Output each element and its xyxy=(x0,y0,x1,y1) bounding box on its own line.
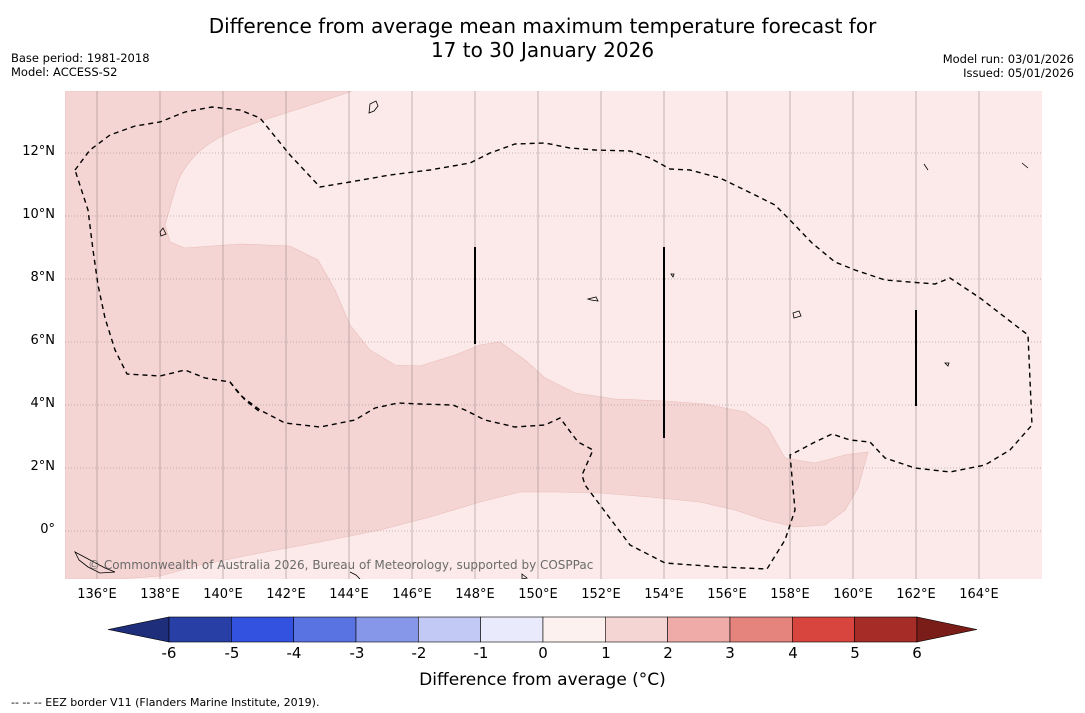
lat-label: 10°N xyxy=(22,207,55,222)
copyright-notice: © Commonwealth of Australia 2026, Bureau… xyxy=(88,558,594,572)
colorbar-tick: 1 xyxy=(601,644,611,662)
model-name: Model: ACCESS-S2 xyxy=(11,65,118,79)
colorbar-tick: -6 xyxy=(161,644,177,662)
island-outline xyxy=(792,310,802,319)
time-zone-lines xyxy=(474,247,917,438)
lon-label: 138°E xyxy=(140,587,180,602)
island-outline xyxy=(923,162,1029,171)
colorbar-swatch xyxy=(355,616,419,643)
colorbar-tick: -1 xyxy=(473,644,489,662)
colorbar-tick: -3 xyxy=(349,644,365,662)
lon-label: 162°E xyxy=(896,587,936,602)
colorbar-tick: 0 xyxy=(538,644,548,662)
lon-label: 136°E xyxy=(77,587,117,602)
lon-label: 160°E xyxy=(833,587,873,602)
island-outline xyxy=(586,296,599,302)
lat-label: 8°N xyxy=(30,270,56,285)
colorbar-swatch xyxy=(605,616,668,643)
colorbar-swatch xyxy=(418,616,481,643)
island-outline xyxy=(74,551,116,574)
island-outline xyxy=(368,100,379,114)
colorbar-tick: 2 xyxy=(663,644,673,662)
colorbar-tick: 3 xyxy=(725,644,735,662)
colorbar-over-arrow xyxy=(916,616,978,643)
island-outline xyxy=(349,571,361,579)
colorbar-tick: 5 xyxy=(850,644,860,662)
lon-label: 142°E xyxy=(266,587,306,602)
lon-label: 150°E xyxy=(518,587,558,602)
lat-label: 6°N xyxy=(30,333,56,348)
coastlines xyxy=(74,100,1029,579)
colorbar-swatch xyxy=(231,616,294,643)
lat-label: 0° xyxy=(40,522,55,537)
footer-legend: -- -- -- EEZ border V11 (Flanders Marine… xyxy=(11,696,320,709)
colorbar-swatch xyxy=(480,616,544,643)
colorbar-tick: -2 xyxy=(411,644,427,662)
colorbar xyxy=(107,616,978,643)
eez-border-branch xyxy=(229,381,261,413)
lon-label: 152°E xyxy=(581,587,621,602)
island-outline xyxy=(521,573,528,579)
lon-label: 144°E xyxy=(329,587,369,602)
eez-border xyxy=(74,106,1033,570)
colorbar-swatch xyxy=(542,616,606,643)
lon-label: 158°E xyxy=(770,587,810,602)
chart-title: Difference from average mean maximum tem… xyxy=(0,14,1085,62)
lon-label: 148°E xyxy=(455,587,495,602)
island-outline xyxy=(670,273,675,278)
colorbar-swatch xyxy=(667,616,731,643)
lon-label: 146°E xyxy=(392,587,432,602)
lat-label: 4°N xyxy=(30,396,56,411)
colorbar-tick: 4 xyxy=(788,644,798,662)
colorbar-swatch xyxy=(168,616,232,643)
lon-label: 154°E xyxy=(644,587,684,602)
island-outline xyxy=(159,227,167,237)
base-period: Base period: 1981-2018 xyxy=(11,51,150,65)
map-area xyxy=(65,91,1042,579)
meta-left: Base period: 1981-2018 Model: ACCESS-S2 xyxy=(11,51,150,79)
title-line-1: Difference from average mean maximum tem… xyxy=(208,14,877,38)
graticule xyxy=(65,91,1042,579)
lat-label: 2°N xyxy=(30,459,56,474)
colorbar-tick: 6 xyxy=(912,644,922,662)
anomaly-region-1-2 xyxy=(65,91,869,579)
colorbar-swatch xyxy=(791,616,855,643)
colorbar-swatch xyxy=(293,616,357,643)
meta-right: Model run: 03/01/2026 Issued: 05/01/2026 xyxy=(943,52,1074,80)
colorbar-tick: -4 xyxy=(286,644,302,662)
lon-label: 140°E xyxy=(203,587,243,602)
island-outline xyxy=(944,362,950,367)
lon-label: 156°E xyxy=(707,587,747,602)
colorbar-swatch xyxy=(729,616,793,643)
colorbar-swatch xyxy=(854,616,918,643)
colorbar-tick: -5 xyxy=(224,644,240,662)
model-run: Model run: 03/01/2026 xyxy=(942,52,1074,66)
lat-label: 12°N xyxy=(22,144,55,159)
lon-label: 164°E xyxy=(959,587,999,602)
colorbar-label: Difference from average (°C) xyxy=(419,670,666,690)
colorbar-under-arrow xyxy=(107,616,170,643)
issued-date: Issued: 05/01/2026 xyxy=(963,66,1074,80)
title-line-2: 17 to 30 January 2026 xyxy=(430,38,655,62)
